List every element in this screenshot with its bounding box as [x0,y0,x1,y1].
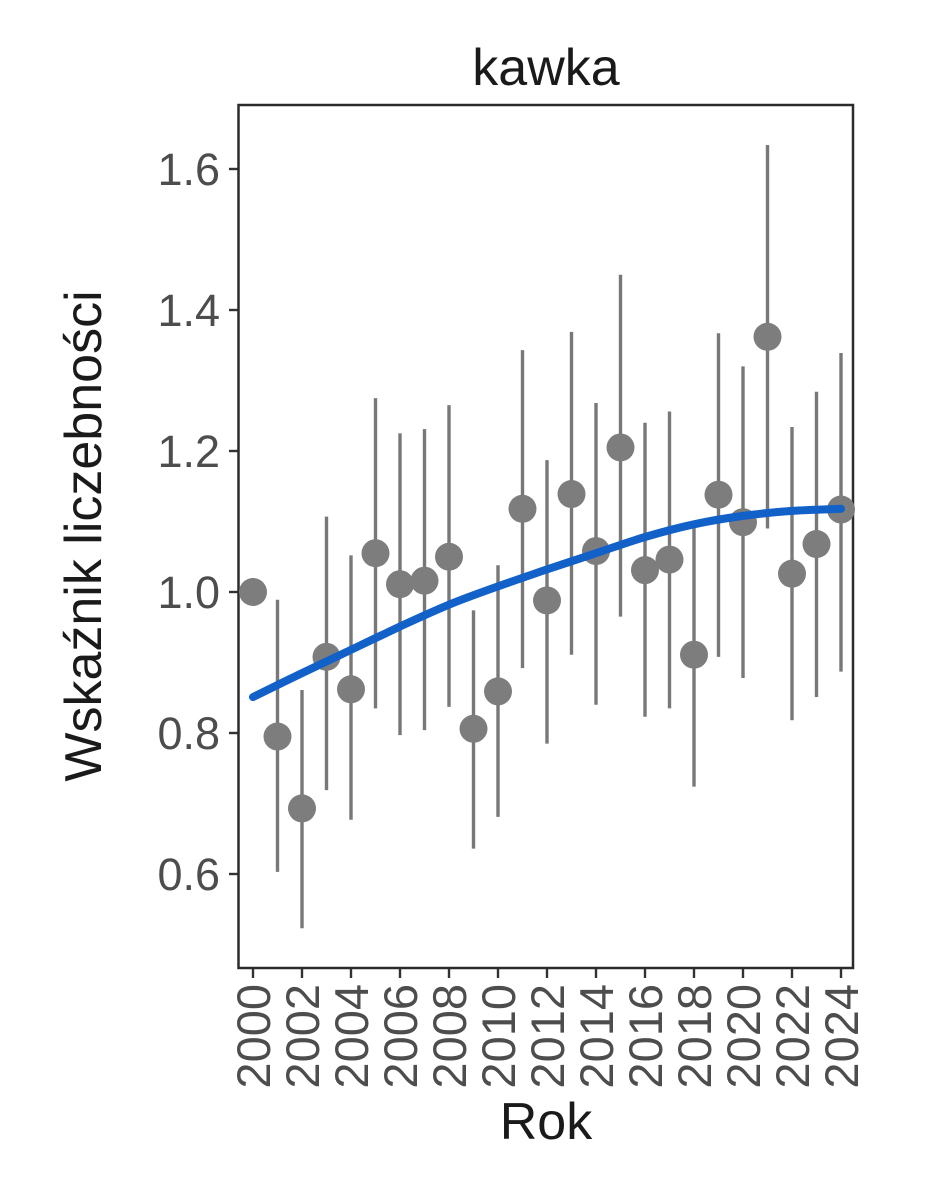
data-point [239,578,267,606]
x-axis-title: Rok [499,1093,593,1151]
y-axis-title: Wskaźnik liczebności [55,290,113,782]
y-tick-label: 1.4 [157,285,220,336]
y-tick-label: 0.6 [157,849,220,900]
x-tick-label: 2004 [325,984,378,1089]
data-point [435,542,463,571]
data-point [533,586,561,615]
x-tick-label: 2010 [472,984,525,1089]
data-point [337,675,365,704]
x-tick-label: 2022 [766,984,819,1089]
x-tick-label: 2014 [570,984,623,1089]
data-point [655,545,684,574]
x-tick-label: 2008 [423,984,476,1089]
data-point [631,556,659,585]
data-point [606,433,635,462]
data-point [802,530,831,559]
trend-line [249,504,845,702]
data-point [361,539,390,568]
data-point [410,566,439,595]
data-point [680,640,708,669]
data-point [288,794,316,823]
x-tick-label: 2018 [668,984,721,1089]
x-tick-label: 2024 [815,984,868,1089]
y-tick-label: 1.6 [157,144,220,195]
x-tick-label: 2012 [521,984,574,1089]
chart-title: kawka [472,39,620,97]
x-tick-label: 2020 [717,984,770,1089]
data-point [704,480,733,509]
data-point [753,322,782,351]
data-point [778,559,806,588]
x-tick-label: 2000 [227,984,280,1089]
y-tick-label: 1.0 [157,567,220,618]
data-point [557,480,586,509]
y-tick-label: 1.2 [157,426,220,477]
data-point [263,722,292,751]
x-tick-label: 2006 [374,984,427,1089]
panel-border [237,103,855,970]
data-point [508,494,537,523]
x-tick-label: 2002 [276,984,329,1089]
x-tick-label: 2016 [619,984,672,1089]
data-point [459,714,488,743]
data-point [484,677,512,706]
data-point [386,570,414,599]
y-tick-label: 0.8 [157,708,220,759]
